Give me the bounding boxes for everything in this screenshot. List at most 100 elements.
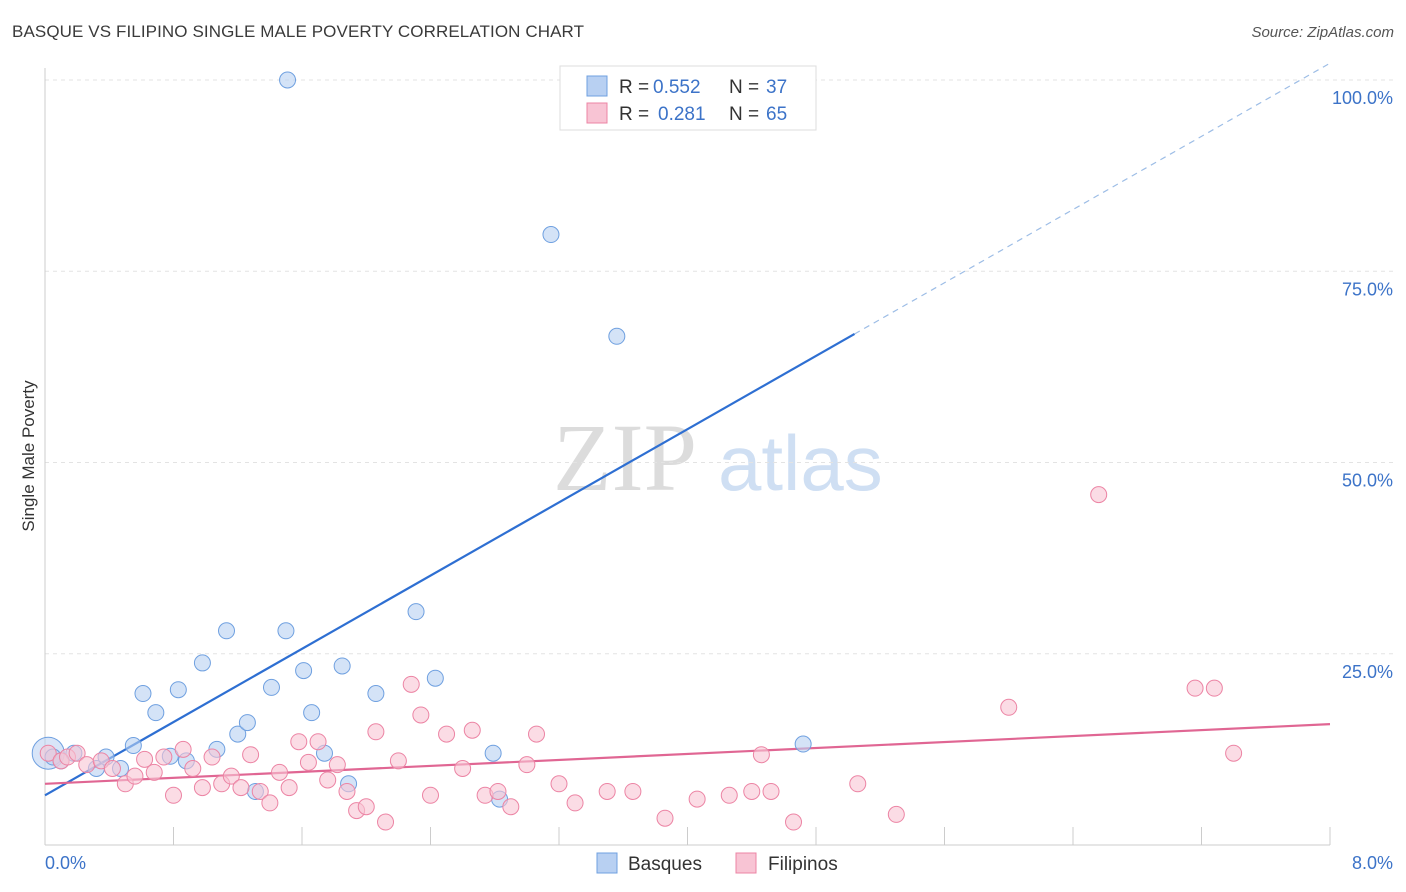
legend-swatch-basques	[596, 852, 618, 874]
data-point-filipinos	[136, 750, 154, 768]
data-point-filipinos	[785, 813, 803, 831]
data-point-basques	[333, 657, 351, 675]
data-point-basques	[367, 685, 385, 703]
data-point-basques	[279, 71, 297, 89]
data-point-basques	[303, 704, 321, 722]
legend-n-label: N =	[729, 104, 759, 125]
data-points	[31, 71, 1243, 831]
data-point-basques	[484, 744, 502, 762]
legend-label-filipinos: Filipinos	[768, 854, 838, 875]
data-point-filipinos	[389, 752, 407, 770]
legend-label-basques: Basques	[628, 854, 702, 875]
trend-line-basques-extension	[854, 62, 1331, 335]
data-point-filipinos	[1205, 679, 1223, 697]
data-point-filipinos	[463, 721, 481, 739]
data-point-basques	[262, 678, 280, 696]
data-point-filipinos	[39, 744, 57, 762]
data-point-filipinos	[752, 746, 770, 764]
data-point-filipinos	[566, 794, 584, 812]
series-legend: Basques Filipinos	[596, 852, 838, 875]
legend-swatch-filipinos	[586, 102, 608, 124]
data-point-filipinos	[184, 760, 202, 777]
data-point-filipinos	[1225, 744, 1243, 762]
data-point-filipinos	[299, 753, 317, 771]
data-point-filipinos	[232, 779, 250, 797]
data-point-basques	[608, 327, 626, 345]
data-point-filipinos	[422, 786, 439, 804]
data-point-filipinos	[165, 786, 182, 804]
y-axis-label: Single Male Poverty	[19, 380, 38, 532]
y-tick-label: 75.0%	[1342, 279, 1393, 299]
x-tick-label: 0.0%	[45, 853, 86, 873]
data-point-filipinos	[68, 744, 86, 762]
data-point-filipinos	[550, 775, 568, 793]
data-point-filipinos	[174, 740, 192, 758]
data-point-filipinos	[743, 782, 761, 800]
x-tick-label: 8.0%	[1352, 853, 1393, 873]
data-point-filipinos	[489, 782, 507, 800]
data-point-filipinos	[357, 798, 375, 816]
data-point-basques	[407, 603, 425, 621]
data-point-basques	[542, 226, 560, 244]
data-point-filipinos	[438, 725, 456, 743]
data-point-filipinos	[280, 779, 298, 797]
data-point-filipinos	[242, 746, 260, 764]
data-point-basques	[426, 669, 444, 687]
data-point-filipinos	[338, 782, 356, 800]
data-point-basques	[193, 654, 211, 672]
data-point-filipinos	[502, 798, 520, 816]
data-point-basques	[277, 622, 295, 640]
gridlines: 100.0% 75.0% 50.0% 25.0%	[45, 79, 1395, 682]
correlation-legend: R = 0.552 N = 37 R = 0.281 N = 65	[559, 65, 817, 131]
legend-n-label: N =	[729, 77, 759, 98]
data-point-filipinos	[849, 775, 867, 793]
y-tick-label: 25.0%	[1342, 662, 1393, 682]
trend-lines	[44, 62, 1331, 797]
data-point-filipinos	[762, 782, 780, 800]
data-point-filipinos	[203, 748, 221, 766]
legend-n-value: 65	[766, 104, 787, 125]
data-point-filipinos	[222, 767, 240, 785]
data-point-filipinos	[78, 756, 96, 774]
data-point-filipinos	[145, 763, 163, 781]
data-point-filipinos	[720, 786, 738, 804]
data-point-filipinos	[290, 733, 308, 751]
data-point-filipinos	[412, 706, 430, 724]
data-point-filipinos	[309, 733, 327, 751]
data-point-filipinos	[193, 779, 211, 797]
data-point-basques	[147, 704, 165, 722]
data-point-filipinos	[887, 805, 905, 823]
data-point-filipinos	[656, 809, 674, 827]
data-point-filipinos	[1186, 679, 1204, 697]
data-point-basques	[794, 735, 812, 753]
data-point-filipinos	[1000, 698, 1018, 716]
data-point-filipinos	[598, 782, 616, 800]
legend-swatch-filipinos	[735, 852, 757, 874]
data-point-filipinos	[126, 767, 144, 785]
data-point-filipinos	[377, 813, 395, 831]
data-point-filipinos	[367, 723, 385, 741]
data-point-basques	[124, 737, 142, 755]
data-point-filipinos	[402, 675, 420, 693]
legend-n-value: 37	[766, 77, 787, 98]
legend-r-value: 0.552	[653, 77, 701, 98]
data-point-filipinos	[328, 756, 346, 774]
watermark-zip: ZIP	[553, 404, 697, 511]
data-point-filipinos	[518, 756, 536, 774]
data-point-basques	[218, 622, 236, 640]
data-point-filipinos	[1090, 486, 1108, 504]
data-point-filipinos	[155, 748, 173, 766]
data-point-basques	[229, 725, 247, 743]
data-point-basques	[169, 681, 187, 699]
legend-r-value: 0.281	[658, 104, 706, 125]
legend-r-label: R =	[619, 77, 649, 98]
data-point-filipinos	[251, 782, 269, 800]
data-point-filipinos	[271, 763, 289, 781]
y-tick-label: 50.0%	[1342, 471, 1393, 491]
data-point-basques	[238, 714, 256, 732]
watermark: ZIP atlas	[553, 404, 883, 511]
data-point-filipinos	[624, 782, 642, 800]
data-point-filipinos	[454, 760, 472, 777]
source-label: Source: ZipAtlas.com	[1251, 24, 1394, 41]
